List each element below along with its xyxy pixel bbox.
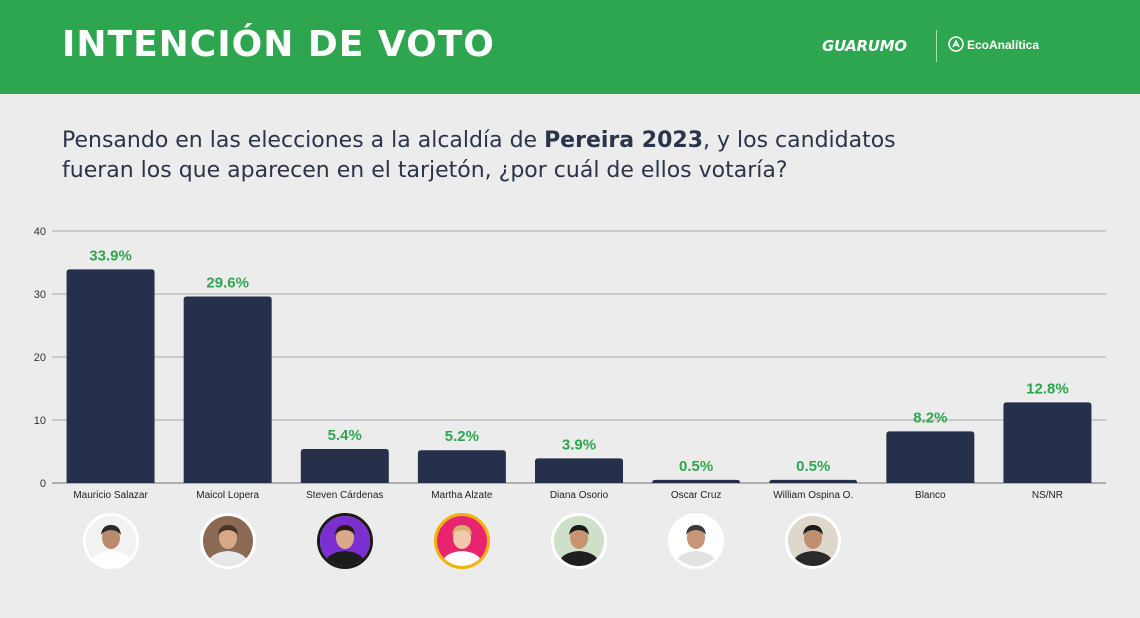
category-label: Mauricio Salazar [73,490,148,501]
bar [183,296,272,483]
candidate-photo [82,513,139,569]
bar [535,458,623,483]
category-label: Maicol Lopera [196,490,259,501]
ecoanalitica-logo: EcoAnalítica [967,38,1040,52]
y-tick-label: 20 [34,352,46,364]
portrait-icon [436,516,487,566]
data-label: 0.5% [679,458,713,475]
ecoanalitica-logo-icon [948,36,964,52]
bar [300,448,389,483]
candidate-photo [316,513,373,569]
portrait-icon [554,516,604,566]
question-highlight: Pereira 2023 [544,128,704,153]
bar [886,431,975,483]
candidate-photo [785,513,842,569]
survey-question: Pensando en las elecciones a la alcaldía… [62,126,962,186]
data-label: 0.5% [796,458,830,475]
portrait-icon [85,516,136,566]
category-label: Diana Osorio [550,490,609,501]
portrait-icon [202,516,253,566]
guarumo-logo: GUARUMO [822,37,907,55]
bar [417,450,506,483]
data-label: 12.8% [1026,380,1069,397]
data-label: 3.9% [562,436,596,453]
header-bar: INTENCIÓN DE VOTO GUARUMO EcoAnalítica [0,0,1140,94]
candidate-photo [551,513,607,569]
logo-divider [936,30,937,62]
portrait-icon [788,516,839,566]
y-tick-label: 40 [34,226,46,238]
category-label: Blanco [915,490,946,501]
bar [1003,402,1092,483]
data-label: 5.4% [328,427,362,444]
candidate-photo [199,513,256,569]
data-label: 33.9% [89,247,132,264]
category-label: William Ospina O. [773,490,853,501]
page-title: INTENCIÓN DE VOTO [62,24,495,65]
candidate-photo [668,513,725,569]
bar [769,479,858,483]
data-label: 29.6% [206,275,249,292]
vote-intention-chart: 0 10 20 30 40 33.9% Mauricio Salazar 29.6% Maico… [34,226,1106,501]
data-label: 8.2% [913,409,947,426]
bar [66,269,155,483]
bar [652,479,741,483]
category-label: Oscar Cruz [671,490,722,501]
question-text-start: Pensando en las elecciones a la alcaldía… [62,128,545,153]
category-label: Steven Cárdenas [306,490,383,501]
category-label: NS/NR [1032,490,1063,501]
question-text-end: , y los candidatos fueran los que aparec… [62,128,896,183]
y-tick-label: 30 [34,289,46,301]
candidate-photo [433,513,490,569]
category-label: Martha Alzate [431,490,493,501]
y-tick-label: 10 [34,415,46,427]
portrait-icon [671,516,722,566]
portrait-icon [319,516,370,566]
data-label: 5.2% [445,428,479,445]
y-tick-label: 0 [40,478,46,490]
